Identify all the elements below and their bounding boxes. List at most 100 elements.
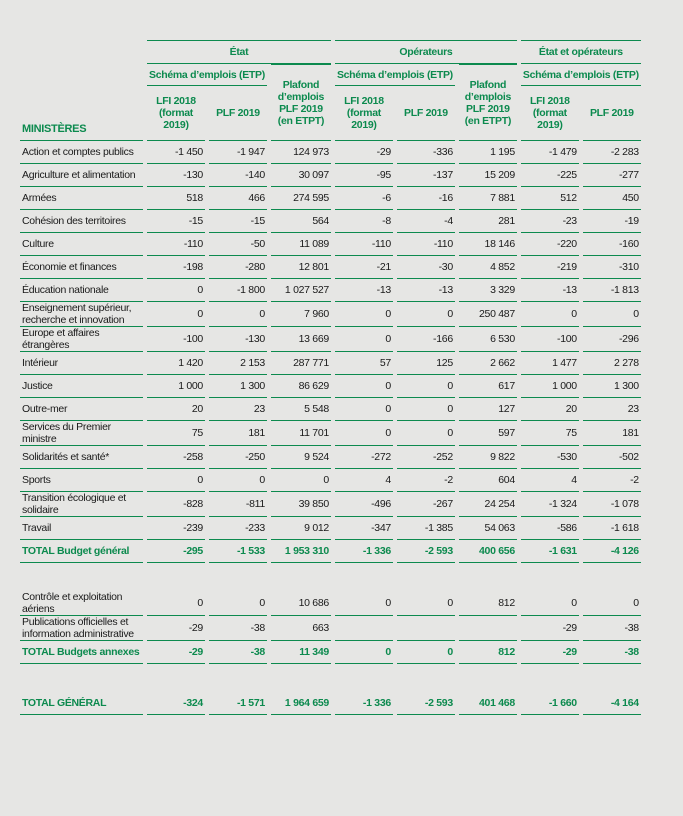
ministry-name: TOTAL GÉNÉRAL [20, 692, 143, 715]
cell-value: 15 209 [458, 164, 517, 187]
cell-value: 518 [147, 187, 205, 210]
cell-value: 4 [520, 469, 579, 492]
spacer-cell [147, 563, 205, 591]
blank [20, 40, 143, 64]
ministry-name: Publications officielles et information … [20, 616, 143, 641]
table-row: Culture -110 -50 11 089 -110 -110 18 146 -220 -1… [20, 233, 641, 256]
column-header: PLF 2019 [396, 86, 455, 141]
cell-value: -272 [334, 446, 393, 469]
cell-value: -50 [208, 233, 267, 256]
cell-value: -310 [582, 256, 641, 279]
spacer-cell [209, 664, 267, 692]
cell-value: -258 [147, 446, 205, 469]
cell-value: 9 524 [270, 446, 331, 469]
table-row: Sports 0 0 0 4 -2 604 4 -2 [20, 469, 641, 492]
cell-value: 0 [520, 302, 579, 327]
cell-value: -324 [147, 692, 205, 715]
ministry-name: Transition écologique et solidaire [20, 492, 143, 517]
spacer-cell [209, 563, 267, 591]
cell-value: -296 [582, 327, 641, 352]
table-row: Enseignement supérieur, recherche et inn… [20, 302, 641, 327]
cell-value: -1 078 [582, 492, 641, 517]
cell-value: 6 530 [458, 327, 517, 352]
cell-value: -250 [208, 446, 267, 469]
cell-value: 7 881 [458, 187, 517, 210]
schema-label: Schéma d’emplois (ETP) [147, 64, 267, 86]
cell-value: 127 [458, 398, 517, 421]
total-row: TOTAL Budget général -295 -1 533 1 953 310-… [20, 540, 641, 563]
cell-value: -198 [147, 256, 205, 279]
cell-value: -29 [520, 616, 579, 641]
table-row: Armées 518 466 274 595 -6 -16 7 881 512 450 [20, 187, 641, 210]
cell-value: -15 [208, 210, 267, 233]
cell-value: 1 000 [147, 375, 205, 398]
spacer [20, 664, 641, 692]
cell-value: -2 283 [582, 141, 641, 164]
cell-value: -38 [582, 641, 641, 664]
cell-value: 181 [582, 421, 641, 446]
cell-value: 86 629 [270, 375, 331, 398]
cell-value: -19 [582, 210, 641, 233]
cell-value: -811 [208, 492, 267, 517]
cell-value: -502 [582, 446, 641, 469]
total-row: TOTAL GÉNÉRAL -324 -1 571 1 964 659 -1 336 -2… [20, 692, 641, 715]
cell-value: -1 631 [520, 540, 579, 563]
cell-value: -130 [208, 327, 267, 352]
cell-value: 250 487 [458, 302, 517, 327]
table-row: Cohésion des territoires -15 -15 564 -8 -4 281… [20, 210, 641, 233]
ministry-name: Travail [20, 517, 143, 540]
cell-value: -38 [208, 616, 267, 641]
ministry-name: Action et comptes publics [20, 141, 143, 164]
cell-value: -2 [582, 469, 641, 492]
cell-value: -38 [582, 616, 641, 641]
cell-value: -140 [208, 164, 267, 187]
ministry-name: Solidarités et santé* [20, 446, 143, 469]
cell-value [458, 616, 517, 641]
ministry-name: Europe et affaires étrangères [20, 327, 143, 352]
cell-value: -29 [334, 141, 393, 164]
cell-value: -110 [334, 233, 393, 256]
cell-value: -4 [396, 210, 455, 233]
cell-value: 1 964 659 [270, 692, 331, 715]
cell-value: -2 [396, 469, 455, 492]
column-header: PLF 2019 [582, 86, 641, 141]
cell-value: 11 089 [270, 233, 331, 256]
spacer-cell [20, 664, 143, 692]
ministry-name: Économie et finances [20, 256, 143, 279]
cell-value: 0 [334, 327, 393, 352]
cell-value: 54 063 [458, 517, 517, 540]
cell-value: -16 [396, 187, 455, 210]
ministry-name: TOTAL Budget général [20, 540, 143, 563]
table-row: Justice 1 000 1 300 86 629 0 0 617 1 000 1 300 [20, 375, 641, 398]
cell-value: 450 [582, 187, 641, 210]
spacer-cell [335, 664, 393, 692]
cell-value: -130 [147, 164, 205, 187]
cell-value: 20 [520, 398, 579, 421]
table-row: Services du Premier ministre 75 181 11 701 0… [20, 421, 641, 446]
cell-value: -8 [334, 210, 393, 233]
cell-value: -347 [334, 517, 393, 540]
cell-value: -220 [520, 233, 579, 256]
cell-value: -29 [520, 641, 579, 664]
cell-value: 663 [270, 616, 331, 641]
cell-value: 0 [582, 591, 641, 616]
spacer-cell [583, 563, 641, 591]
cell-value: -13 [334, 279, 393, 302]
table-row: Action et comptes publics -1 450 -1 947 124… [20, 141, 641, 164]
cell-value: 2 278 [582, 352, 641, 375]
cell-value: 0 [396, 375, 455, 398]
cell-value [396, 616, 455, 641]
cell-value: -13 [520, 279, 579, 302]
cell-value: 466 [208, 187, 267, 210]
cell-value: 400 656 [458, 540, 517, 563]
cell-value: 3 329 [458, 279, 517, 302]
cell-value: 30 097 [270, 164, 331, 187]
spacer [20, 563, 641, 591]
cell-value: 12 801 [270, 256, 331, 279]
cell-value: 0 [396, 421, 455, 446]
spacer-cell [459, 563, 517, 591]
cell-value: -100 [147, 327, 205, 352]
spacer-cell [397, 664, 455, 692]
spacer-cell [335, 563, 393, 591]
cell-value: 0 [208, 591, 267, 616]
